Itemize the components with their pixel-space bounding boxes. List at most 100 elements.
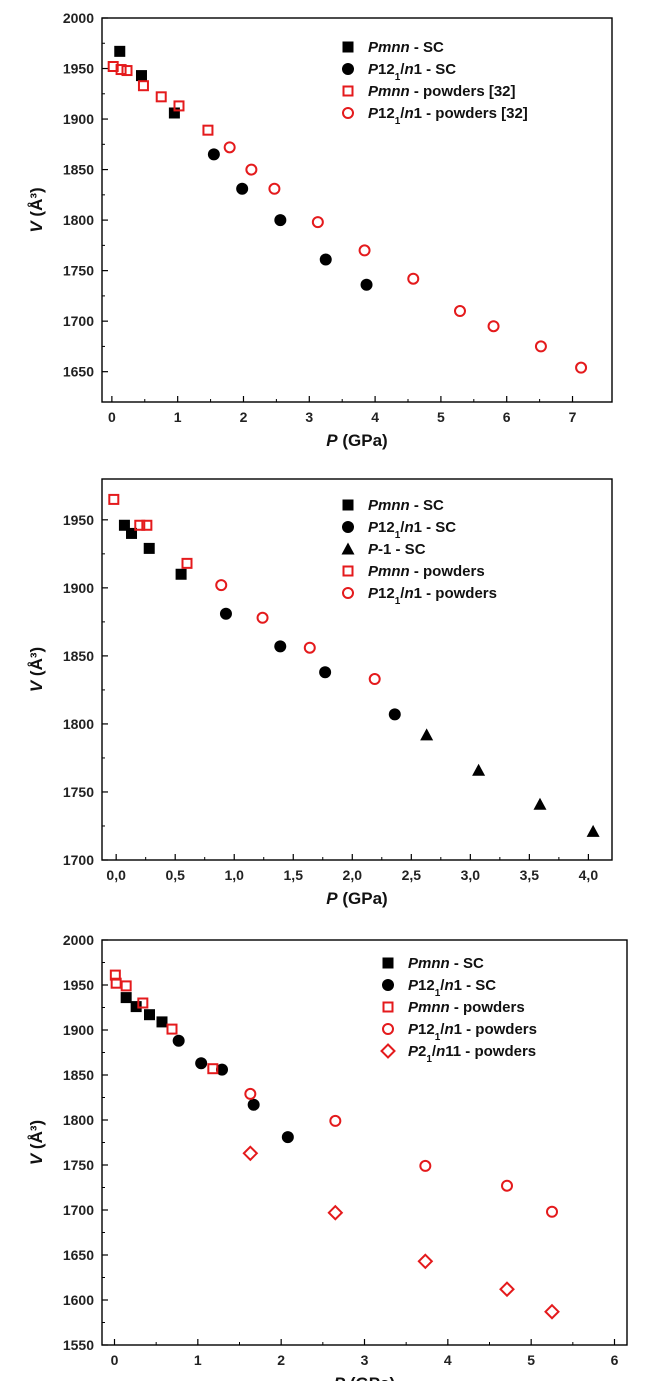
series-4	[223, 141, 588, 374]
x-tick-label: 5	[527, 1352, 535, 1368]
data-point	[575, 361, 588, 374]
x-tick-label: 3	[361, 1352, 369, 1368]
data-point	[130, 1001, 142, 1013]
data-point	[172, 1034, 185, 1047]
data-point	[216, 1063, 228, 1076]
series-5	[215, 579, 381, 686]
data-point	[114, 45, 126, 57]
x-axis-title: P (GPa)	[326, 431, 387, 450]
y-tick-label: 1900	[63, 111, 94, 127]
y-tick-label: 1700	[63, 313, 94, 329]
data-point	[168, 107, 180, 119]
data-point	[247, 1098, 260, 1111]
series-4	[244, 1087, 558, 1218]
data-point	[546, 1205, 558, 1218]
data-point	[202, 124, 214, 136]
data-point	[120, 992, 132, 1004]
x-tick-label: 2	[277, 1352, 285, 1368]
x-tick-label: 1	[174, 409, 182, 425]
x-tick-label: 2	[240, 409, 248, 425]
y-tick-label: 1700	[63, 852, 94, 868]
plot-frame	[101, 939, 628, 1346]
legend-marker	[342, 85, 354, 97]
y-axis-title: V (Å³)	[27, 647, 46, 692]
y-tick-label: 1950	[63, 61, 94, 77]
series-3	[107, 61, 214, 136]
legend-label: P121/n1 - SC	[368, 61, 456, 83]
plot-frame	[101, 478, 613, 861]
data-point	[207, 1063, 219, 1075]
data-point	[137, 80, 149, 92]
series-2	[219, 607, 401, 721]
x-tick-label: 1,0	[224, 867, 244, 883]
data-point	[533, 797, 547, 810]
chart-panel-3: 0 1 2 3 4 5 6 1550 1600 1650 1700 1750 1800 1850 1900 1…	[27, 932, 628, 1381]
x-tick-label: 0	[111, 1352, 119, 1368]
legend-label: Pmnn - SC	[368, 39, 444, 56]
data-point	[175, 568, 187, 580]
legend-marker	[342, 63, 354, 75]
series-1	[118, 519, 187, 580]
data-point	[544, 1303, 560, 1320]
plot-frame	[101, 17, 613, 403]
legend-label: Pmnn - SC	[368, 497, 444, 514]
data-point	[236, 182, 249, 195]
x-tick-label: 7	[569, 409, 577, 425]
x-tick-label: 3	[305, 409, 313, 425]
x-tick-label: 2,5	[402, 867, 422, 883]
chart-panel-1: 0 1 2 3 4 5 6 7 1650 1700 1750 1800 1850 1900 1950 2000…	[27, 10, 613, 450]
data-point	[166, 1023, 178, 1035]
data-point	[501, 1179, 513, 1192]
legend-marker	[342, 565, 354, 577]
data-point	[143, 542, 155, 554]
data-point	[417, 1253, 434, 1270]
data-point	[472, 763, 486, 776]
data-point	[358, 244, 371, 257]
data-point	[121, 65, 133, 77]
data-point	[120, 980, 132, 992]
legend-marker	[382, 957, 394, 969]
x-tick-label: 1,5	[284, 867, 304, 883]
data-point	[115, 64, 127, 76]
data-point	[327, 1204, 344, 1221]
y-tick-label: 1750	[63, 263, 94, 279]
x-tick-label: 6	[503, 409, 511, 425]
x-tick-label: 0	[108, 409, 116, 425]
x-tick-label: 0,0	[106, 867, 126, 883]
series-3	[420, 728, 600, 837]
data-point	[419, 1159, 432, 1172]
legend-marker	[342, 587, 354, 599]
series-4	[108, 493, 193, 569]
y-tick-label: 1900	[63, 1022, 94, 1038]
x-tick-label: 3,5	[520, 867, 540, 883]
legend-label: P-1 - SC	[368, 541, 426, 558]
data-point	[499, 1281, 515, 1298]
x-tick-label: 6	[611, 1352, 619, 1368]
legend-label: P21/n11 - powders	[408, 1043, 536, 1065]
y-tick-label: 1600	[63, 1292, 94, 1308]
data-point	[256, 611, 269, 624]
chart-panel-2: 0,0 0,5 1,0 1,5 2,0 2,5 3,0 3,5 4,0 1700 1750 1800 1…	[27, 478, 613, 908]
x-axis-title: P (GPa)	[334, 1374, 395, 1381]
legend-label: Pmnn - powders [32]	[368, 83, 516, 100]
legend-marker	[342, 107, 354, 119]
series-1	[114, 45, 180, 119]
y-tick-label: 1800	[63, 716, 94, 732]
x-tick-label: 0,5	[165, 867, 185, 883]
data-point	[268, 182, 281, 195]
data-point	[215, 579, 228, 592]
x-tick-label: 4	[371, 409, 379, 425]
y-tick-label: 1950	[63, 977, 94, 993]
legend-label: P121/n1 - SC	[368, 519, 456, 541]
y-tick-label: 1700	[63, 1202, 94, 1218]
y-tick-label: 1900	[63, 580, 94, 596]
data-point	[135, 70, 147, 82]
legend-label: Pmnn - powders	[408, 999, 525, 1016]
series-1	[120, 992, 168, 1028]
data-point	[388, 708, 401, 721]
series-2	[207, 148, 373, 291]
data-point	[219, 607, 232, 620]
